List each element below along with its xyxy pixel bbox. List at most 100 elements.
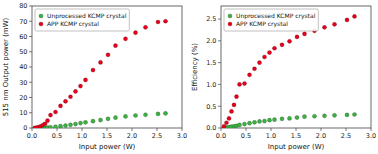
x-tick [346,128,347,131]
x-tick-label: 1.5 [102,132,112,140]
scatter-point [345,113,349,117]
scatter-point [91,119,95,123]
y-tick-label: 70 [19,18,27,26]
y-tick [29,6,32,7]
scatter-point [106,117,110,121]
y-tick [29,36,32,37]
y-tick-label: 0 [23,124,27,132]
x-tick [271,128,272,131]
scatter-point [229,109,233,113]
legend: Unprocessed KCMP crystalAPP KCMP crystal [224,9,318,31]
y-tick-label: 0.0 [206,124,216,132]
scatter-point [242,81,246,85]
plot-frame [221,6,371,128]
scatter-point [48,125,52,128]
x-tick [371,128,372,131]
y-tick-label: 0.5 [206,103,216,111]
x-tick [82,128,83,131]
legend-marker [39,14,43,18]
x-tick-label: 2.5 [152,132,162,140]
scatter-point [257,119,261,123]
y-tick [29,21,32,22]
x-tick [132,128,133,131]
scatter-point [272,118,276,122]
y-tick-label: 2.0 [206,37,216,45]
scatter-point [332,22,336,26]
scatter-point [287,116,291,120]
x-tick [107,128,108,131]
scatter-point [312,114,316,118]
x-tick [221,128,222,131]
x-tick [182,128,183,131]
legend-label: Unprocessed KCMP crystal [236,12,316,20]
scatter-point [98,60,102,64]
scatter-point [227,116,231,120]
scatter-point [63,99,67,103]
scatter-point [91,68,95,72]
scatter-point [302,32,306,36]
legend-label: APP KCMP crystal [236,20,288,28]
legend-label: Unprocessed KCMP crystal [47,12,127,20]
data-points [222,14,357,128]
data-points [33,19,168,128]
scatter-point [78,84,82,88]
scatter-point [302,115,306,119]
scatter-point [123,37,127,41]
y-tick [29,128,32,129]
scatter-point [63,123,67,127]
chart-panel: 0.00.51.01.52.02.53.001020304050607080In… [2,2,187,151]
scatter-point [280,117,284,121]
scatter-point [352,14,356,18]
scatter-point [267,51,271,55]
y-tick-label: 1.5 [206,59,216,67]
y-tick-label: 80 [19,2,27,10]
scatter-point [322,114,326,118]
scatter-point [352,112,356,116]
x-tick [246,128,247,131]
scatter-point [247,73,251,77]
legend-label: APP KCMP crystal [47,20,99,28]
scatter-point [53,125,57,128]
scatter-point [68,95,72,99]
scatter-point [295,115,299,119]
scatter-point [123,114,127,118]
scatter-point [345,18,349,22]
x-tick-label: 3.0 [177,132,187,140]
scatter-point [68,123,72,127]
scatter-point [234,95,238,99]
x-tick [157,128,158,131]
y-axis-label: Efficiency (%) [191,43,199,91]
scatter-point [143,25,147,29]
legend-marker [228,14,232,18]
scatter-point [295,35,299,39]
x-tick [32,128,33,131]
scatter-point [287,39,291,43]
y-tick [218,19,221,20]
y-tick-label: 20 [19,94,27,102]
legend-marker [228,22,232,26]
scatter-point [224,121,228,125]
scatter-point [58,124,62,128]
legend-marker [39,22,43,26]
x-axis-label: Input power (W) [268,143,325,151]
series [33,19,168,128]
y-tick-label: 40 [19,63,27,71]
scatter-point [272,46,276,50]
x-tick-label: 1.0 [77,132,87,140]
scatter-point [78,121,82,125]
legend: Unprocessed KCMP crystalAPP KCMP crystal [35,9,129,31]
y-tick-label: 30 [19,79,27,87]
y-tick-label: 60 [19,33,27,41]
y-tick [29,82,32,83]
x-tick-label: 0.0 [27,132,37,140]
scatter-point [242,122,246,126]
y-axis-label: 515 nm Output power (mW) [2,17,10,116]
scatter-point [83,120,87,124]
y-tick-label: 2.5 [206,15,216,23]
scatter-point [133,113,137,117]
scatter-point [48,113,52,117]
series [222,112,357,128]
x-tick [321,128,322,131]
y-tick [29,51,32,52]
scatter-point [156,20,160,24]
